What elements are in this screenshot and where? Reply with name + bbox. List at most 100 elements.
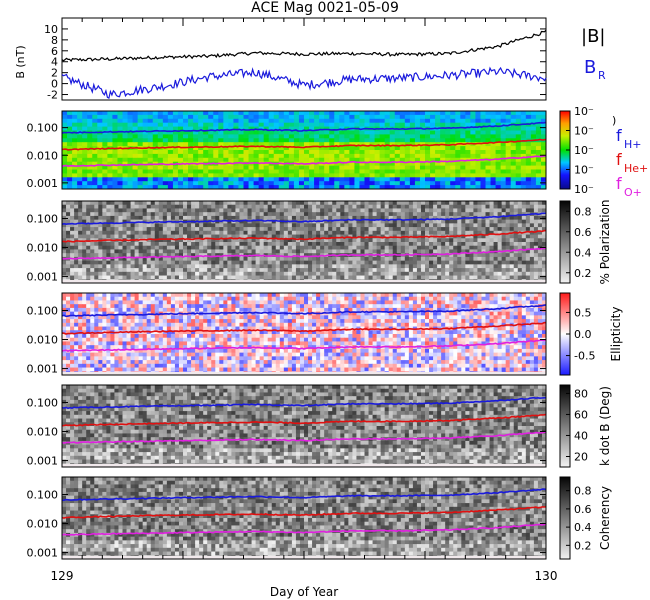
- heatmap-cell: [106, 271, 111, 276]
- heatmap-cell: [208, 150, 214, 155]
- heatmap-cell: [495, 185, 502, 190]
- heatmap-cell: [211, 212, 216, 217]
- heatmap-cell: [132, 122, 139, 127]
- heatmap-cell: [388, 256, 394, 262]
- heatmap-cell: [535, 122, 542, 127]
- heatmap-cell: [309, 185, 315, 190]
- heatmap-cell: [162, 208, 168, 213]
- panel-2-gyro-lines: [61, 121, 547, 168]
- heatmap-cell: [475, 118, 481, 124]
- heatmap-cell: [480, 114, 486, 120]
- heatmap-cell: [183, 268, 188, 273]
- heatmap-cell: [404, 253, 410, 258]
- heatmap-cell: [425, 212, 430, 217]
- heatmap-cell: [122, 114, 128, 120]
- heatmap-cell: [525, 165, 532, 170]
- heatmap-cell: [223, 227, 228, 232]
- heatmap-cell: [248, 146, 254, 151]
- heatmap-cell: [288, 138, 295, 143]
- heatmap-cell: [540, 126, 547, 131]
- heatmap-cell: [339, 181, 345, 186]
- heatmap-cell: [465, 223, 470, 228]
- heatmap-cell: [299, 238, 305, 243]
- heatmap-cell: [235, 249, 240, 254]
- heatmap-cell: [263, 173, 270, 178]
- heatmap-cell: [213, 142, 219, 147]
- legend-fo-sub: O+: [624, 186, 642, 199]
- heatmap-cell: [374, 185, 381, 190]
- heatmap-cell: [465, 212, 470, 217]
- heatmap-cell: [493, 204, 498, 209]
- heatmap-cell: [97, 150, 103, 155]
- heatmap-cell: [348, 219, 353, 224]
- heatmap-cell: [304, 268, 309, 273]
- heatmap-cell: [247, 245, 252, 250]
- heatmap-cell: [251, 238, 256, 243]
- heatmap-cell: [490, 118, 496, 124]
- heatmap-cell: [215, 264, 220, 269]
- heatmap-cell: [319, 138, 325, 143]
- heatmap-cell: [172, 169, 179, 174]
- heatmap-cell: [324, 146, 330, 151]
- heatmap-cell: [389, 177, 396, 182]
- heatmap-cell: [489, 204, 494, 209]
- heatmap-cell: [328, 300, 333, 305]
- heatmap-cell: [304, 118, 310, 124]
- heatmap-cell: [388, 204, 394, 209]
- heatmap-cell: [399, 165, 406, 170]
- heatmap-cell: [437, 212, 442, 217]
- heatmap-cell: [157, 122, 164, 127]
- heatmap-cell: [193, 130, 199, 135]
- heatmap-cell: [455, 118, 461, 124]
- heatmap-cell: [142, 256, 148, 262]
- heatmap-cell: [537, 256, 543, 262]
- heatmap-cell: [430, 138, 436, 143]
- heatmap-cell: [283, 300, 289, 305]
- heatmap-cell: [473, 264, 478, 269]
- heatmap-cell: [369, 177, 375, 182]
- heatmap-cell: [152, 153, 159, 159]
- heatmap-cell: [152, 111, 159, 116]
- heatmap-cell: [243, 130, 249, 135]
- heatmap-cell: [279, 234, 285, 239]
- heatmap-cell: [208, 130, 214, 135]
- heatmap-cell: [329, 157, 335, 163]
- heatmap-cell: [420, 245, 426, 250]
- heatmap-cell: [340, 230, 345, 235]
- heatmap-cell: [112, 122, 118, 127]
- heatmap-cell: [520, 173, 527, 178]
- heatmap-cell: [178, 293, 184, 298]
- heatmap-cell: [167, 150, 174, 155]
- heatmap-cell: [340, 249, 345, 254]
- heatmap-cell: [380, 256, 386, 262]
- heatmap-cell: [312, 223, 317, 228]
- heatmap-cell: [509, 227, 515, 232]
- heatmap-cell: [199, 242, 204, 247]
- heatmap-cell: [114, 223, 119, 228]
- heatmap-cell: [389, 161, 396, 166]
- heatmap-cell: [130, 271, 135, 276]
- heatmap-cell: [430, 111, 436, 116]
- heatmap-cell: [497, 253, 503, 258]
- heatmap-cell: [433, 223, 438, 228]
- heatmap-cell: [304, 126, 310, 131]
- heatmap-cell: [368, 242, 373, 247]
- heatmap-cell: [298, 150, 305, 155]
- heatmap-cell: [396, 212, 402, 217]
- heatmap-cell: [485, 177, 491, 182]
- heatmap-cell: [199, 212, 204, 217]
- heatmap-cell: [319, 130, 325, 135]
- heatmap-cell: [82, 300, 87, 305]
- heatmap-cell: [291, 296, 297, 301]
- heatmap-cell: [102, 223, 107, 228]
- heatmap-cell: [339, 157, 345, 163]
- heatmap-cell: [62, 122, 68, 127]
- heatmap-cell: [535, 157, 542, 163]
- heatmap-cell: [449, 238, 454, 243]
- heatmap-cell: [530, 165, 537, 170]
- heatmap-cell: [404, 185, 411, 190]
- heatmap-cell: [505, 181, 512, 186]
- heatmap-cell: [505, 208, 511, 213]
- heatmap-cell: [314, 142, 320, 147]
- heatmap-cell: [172, 165, 179, 170]
